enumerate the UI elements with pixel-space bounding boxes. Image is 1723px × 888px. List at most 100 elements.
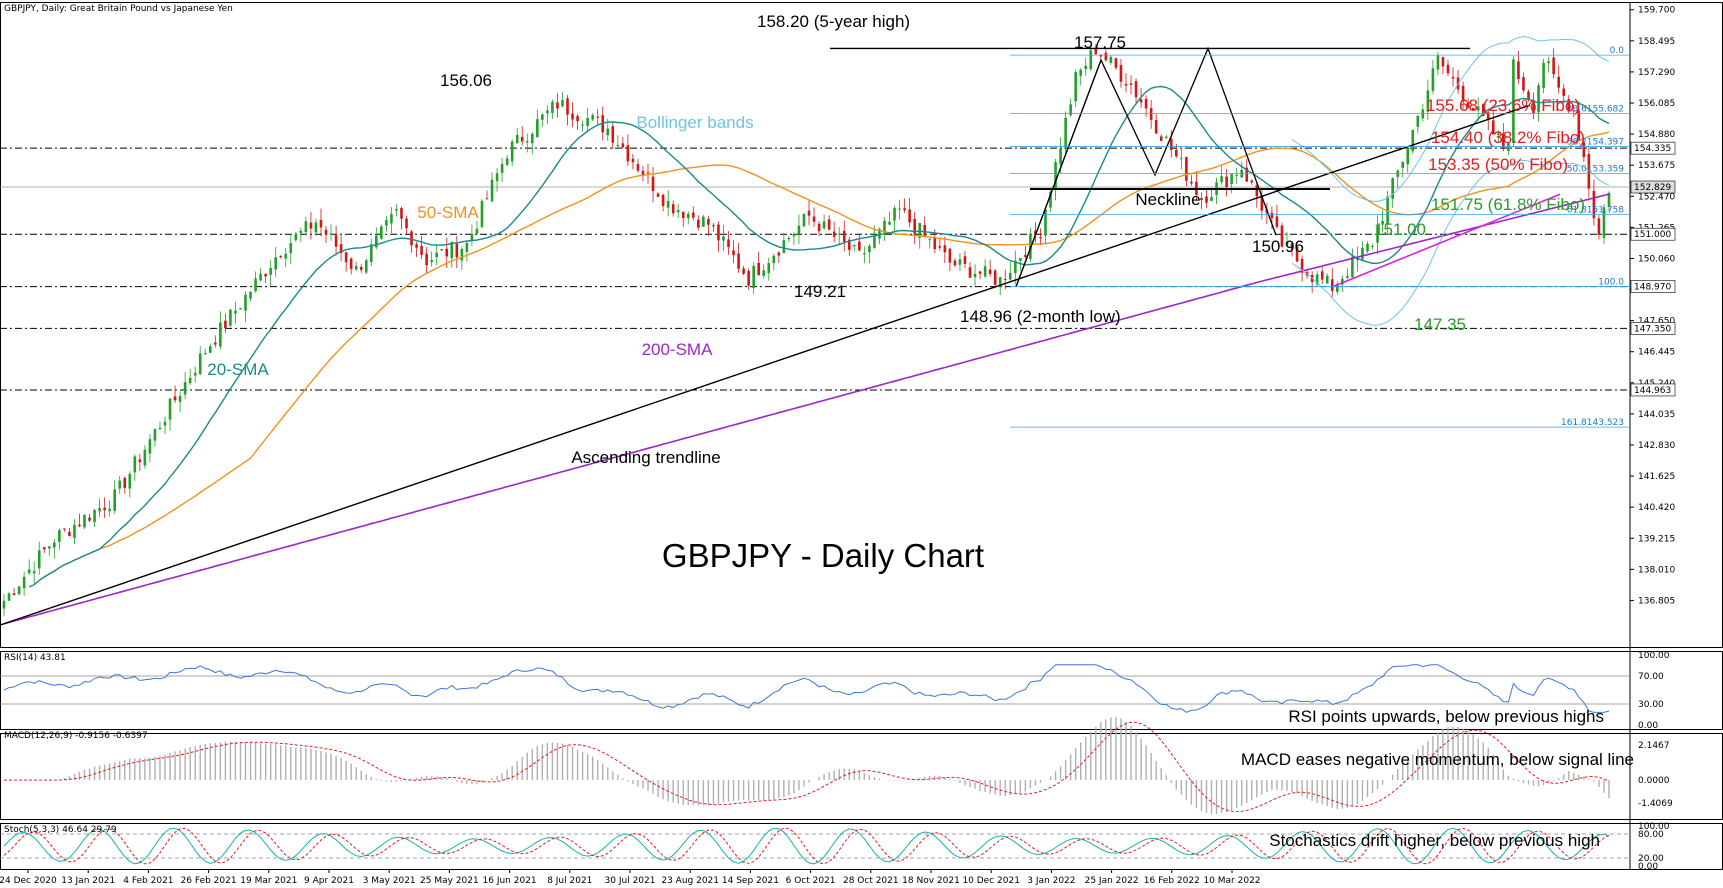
candle-body <box>470 233 474 241</box>
candle-body <box>274 257 277 270</box>
candle-body <box>1124 84 1128 86</box>
candle-body <box>1034 230 1037 236</box>
candle-body <box>234 310 237 314</box>
candle-body <box>782 240 786 254</box>
candle-body <box>344 252 348 263</box>
candle-body <box>395 209 398 211</box>
price-tick-label: 156.085 <box>1638 99 1675 109</box>
fibo-small-label: 23.6155.682 <box>1567 104 1624 114</box>
price-box-label: 152.829 <box>1634 183 1671 193</box>
candle-body <box>1059 148 1062 165</box>
pane-stoch <box>0 823 1723 870</box>
candle-body <box>314 222 318 233</box>
candle-body <box>868 245 871 253</box>
candle-body <box>691 212 695 218</box>
candle-body <box>1371 245 1374 247</box>
date-label: 18 Nov 2021 <box>902 876 960 886</box>
price-tick-label: 138.010 <box>1638 565 1675 575</box>
price-tick-label: 136.805 <box>1638 596 1675 606</box>
fibo-level-label: 153.35 (50% Fibo) <box>1428 155 1568 174</box>
stoch-tick-label: 20.00 <box>1638 854 1664 864</box>
candle-body <box>1597 218 1601 235</box>
candle-body <box>1421 109 1425 119</box>
candle-body <box>717 224 720 241</box>
candle-body <box>1351 256 1354 278</box>
candle-body <box>963 256 967 264</box>
candle-body <box>400 208 403 219</box>
date-label: 30 Jul 2021 <box>605 876 656 886</box>
candle-body <box>83 514 86 528</box>
candle-body <box>837 233 841 235</box>
candle-body <box>1069 104 1072 116</box>
candle-body <box>1159 136 1163 141</box>
candle-body <box>1396 170 1399 177</box>
price-box <box>1630 180 1676 194</box>
candle-body <box>1441 57 1445 67</box>
candle-body <box>445 248 449 257</box>
price-annotation: 148.96 (2-month low) <box>960 307 1121 326</box>
candle-body <box>983 266 987 277</box>
candle-body <box>1562 88 1566 96</box>
candle-body <box>847 239 851 250</box>
candle-body <box>183 382 187 395</box>
candle-body <box>1391 178 1394 199</box>
pane-macd <box>0 733 1723 820</box>
candle-body <box>178 395 182 402</box>
bollinger-upper <box>1291 36 1610 202</box>
candle-body <box>1245 167 1249 182</box>
candle-body <box>702 216 705 227</box>
candle-body <box>440 249 444 251</box>
candle-body <box>505 158 509 165</box>
candle-body <box>1008 272 1012 280</box>
candle-body <box>299 230 303 233</box>
candle-body <box>807 210 811 216</box>
price-tick-label: 144.035 <box>1638 410 1675 420</box>
date-label: 3 May 2021 <box>363 876 416 886</box>
date-label: 24 Dec 2020 <box>0 876 57 886</box>
candle-body <box>822 221 826 229</box>
candle-body <box>229 309 232 326</box>
candle-body <box>1346 276 1349 279</box>
candle-body <box>923 225 927 236</box>
candle-body <box>792 233 796 237</box>
date-label: 26 Feb 2021 <box>181 876 237 886</box>
candle-body <box>893 207 896 221</box>
date-label: 3 Jan 2022 <box>1027 876 1075 886</box>
candle-body <box>78 524 81 527</box>
candle-body <box>138 459 142 463</box>
candle-body <box>1325 275 1329 284</box>
candle-body <box>1446 64 1450 74</box>
price-tick-label: 142.830 <box>1638 441 1675 451</box>
price-box <box>1630 280 1676 293</box>
rsi-header: RSI(14) 43.81 <box>4 653 66 663</box>
candle-body <box>525 141 529 143</box>
price-box <box>1630 383 1676 397</box>
candle-body <box>465 242 469 252</box>
candle-body <box>1154 120 1158 134</box>
candle-body <box>98 507 101 512</box>
candle-body <box>787 237 791 240</box>
candle-body <box>1290 243 1294 250</box>
candle-body <box>1582 142 1586 158</box>
candle-body <box>1270 212 1274 219</box>
candle-body <box>47 546 51 549</box>
candle-body <box>591 115 594 120</box>
candle-body <box>1200 197 1203 201</box>
macd-signal-line <box>4 721 1610 813</box>
candle-body <box>1471 107 1475 110</box>
candle-body <box>128 473 132 489</box>
macd-tick-label: 2.1467 <box>1638 741 1670 751</box>
candle-body <box>480 200 484 227</box>
candle-body <box>420 246 423 255</box>
candle-body <box>239 308 242 310</box>
candle-body <box>661 194 665 207</box>
rsi-tick-label: 30.00 <box>1638 700 1664 710</box>
price-tick-label: 154.880 <box>1638 130 1675 140</box>
candle-body <box>697 219 700 228</box>
candle-body <box>203 352 207 354</box>
candle-body <box>1486 112 1490 120</box>
candle-body <box>1361 247 1364 260</box>
candle-body <box>1522 77 1525 91</box>
candle-body <box>1089 50 1093 70</box>
